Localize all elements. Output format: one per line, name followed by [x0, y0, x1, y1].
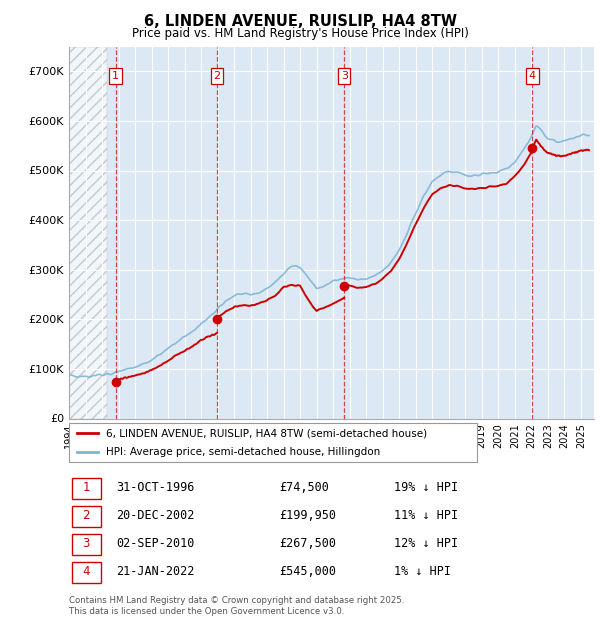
Text: £74,500: £74,500 [279, 481, 329, 494]
Bar [71, 562, 101, 583]
Bar [71, 534, 101, 556]
Text: 19% ↓ HPI: 19% ↓ HPI [395, 481, 458, 494]
Text: 20-DEC-2002: 20-DEC-2002 [116, 510, 194, 522]
Text: 2: 2 [82, 510, 90, 522]
Text: HPI: Average price, semi-detached house, Hillingdon: HPI: Average price, semi-detached house,… [106, 447, 380, 458]
Text: 21-JAN-2022: 21-JAN-2022 [116, 565, 194, 578]
Text: 31-OCT-1996: 31-OCT-1996 [116, 481, 194, 494]
Text: Price paid vs. HM Land Registry's House Price Index (HPI): Price paid vs. HM Land Registry's House … [131, 27, 469, 40]
Text: 3: 3 [82, 538, 90, 551]
Text: 1: 1 [112, 71, 119, 81]
Text: 2: 2 [214, 71, 221, 81]
Text: 3: 3 [341, 71, 348, 81]
Bar [71, 477, 101, 499]
Text: £545,000: £545,000 [279, 565, 336, 578]
Text: 1: 1 [82, 481, 90, 494]
Bar [69, 46, 107, 419]
Text: £267,500: £267,500 [279, 538, 336, 551]
Text: 4: 4 [82, 565, 90, 578]
Text: 4: 4 [529, 71, 536, 81]
Text: Contains HM Land Registry data © Crown copyright and database right 2025.
This d: Contains HM Land Registry data © Crown c… [69, 596, 404, 616]
Text: 02-SEP-2010: 02-SEP-2010 [116, 538, 194, 551]
Text: 6, LINDEN AVENUE, RUISLIP, HA4 8TW (semi-detached house): 6, LINDEN AVENUE, RUISLIP, HA4 8TW (semi… [106, 428, 427, 438]
Text: 1% ↓ HPI: 1% ↓ HPI [395, 565, 452, 578]
Text: 12% ↓ HPI: 12% ↓ HPI [395, 538, 458, 551]
Bar [71, 506, 101, 527]
Text: 6, LINDEN AVENUE, RUISLIP, HA4 8TW: 6, LINDEN AVENUE, RUISLIP, HA4 8TW [143, 14, 457, 29]
Text: £199,950: £199,950 [279, 510, 336, 522]
Text: 11% ↓ HPI: 11% ↓ HPI [395, 510, 458, 522]
